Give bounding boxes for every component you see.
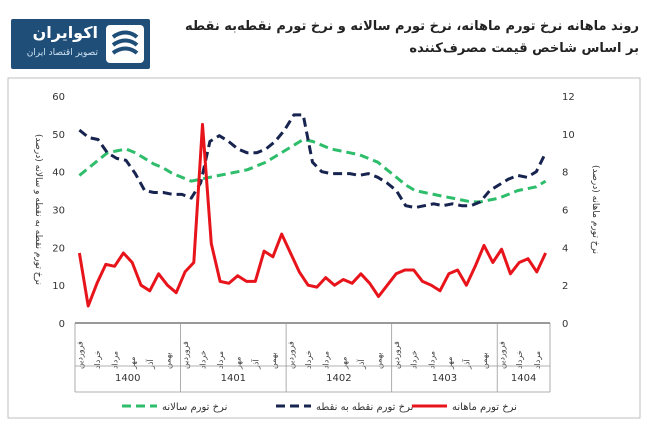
y-right-tick-label: 12 bbox=[562, 92, 575, 103]
y-left-tick-label: 0 bbox=[59, 319, 65, 330]
y-right-tick-label: 10 bbox=[562, 130, 575, 141]
x-year-label: 1404 bbox=[511, 373, 536, 384]
y-left-tick-label: 40 bbox=[52, 168, 65, 179]
x-month-label: مهر bbox=[128, 357, 137, 370]
chart-title-line-2: بر اساس شاخص قیمت مصرف‌کننده bbox=[409, 41, 639, 56]
legend-label: نرخ تورم نقطه به نقطه bbox=[316, 402, 413, 413]
y-left-tick-label: 50 bbox=[52, 130, 65, 141]
chart-title: روند ماهانه نرخ تورم ماهانه، نرخ تورم سا… bbox=[169, 16, 639, 60]
x-month-label: فروردین bbox=[287, 341, 296, 369]
x-month-label: خرداد bbox=[93, 350, 102, 369]
x-month-label: آذر bbox=[461, 359, 471, 370]
point-inflation-line bbox=[78, 113, 547, 210]
x-month-label: بهمن bbox=[163, 352, 172, 369]
y-left-tick-label: 30 bbox=[52, 206, 65, 217]
legend-label: نرخ تورم سالانه bbox=[162, 402, 227, 413]
x-year-label: 1401 bbox=[221, 373, 246, 384]
x-month-label: خرداد bbox=[304, 350, 313, 369]
x-month-label: فروردین bbox=[392, 341, 401, 369]
x-month-label: مهر bbox=[234, 357, 243, 370]
brand-tagline: تصویر اقتصاد ایران bbox=[26, 48, 98, 58]
x-month-label: مرداد bbox=[216, 351, 225, 369]
y-right-tick-label: 0 bbox=[562, 319, 568, 330]
y-right-tick-label: 6 bbox=[562, 206, 568, 217]
x-month-label: خرداد bbox=[199, 350, 208, 369]
x-month-label: مرداد bbox=[322, 351, 331, 369]
x-month-label: فروردین bbox=[75, 341, 84, 369]
x-month-label: بهمن bbox=[480, 352, 489, 369]
brand-name: اکوایران bbox=[32, 23, 98, 42]
brand-logo: اکوایران تصویر اقتصاد ایران bbox=[11, 19, 150, 69]
x-year-label: 1402 bbox=[326, 373, 351, 384]
x-month-label: مرداد bbox=[427, 351, 436, 369]
annual-inflation-line bbox=[78, 138, 547, 204]
x-month-label: آذر bbox=[145, 359, 155, 370]
x-month-label: مرداد bbox=[111, 351, 120, 369]
x-year-label: 1400 bbox=[115, 373, 140, 384]
y-left-tick-label: 60 bbox=[52, 92, 65, 103]
x-month-label: بهمن bbox=[269, 352, 278, 369]
x-month-label: بهمن bbox=[374, 352, 383, 369]
x-month-label: فروردین bbox=[181, 341, 190, 369]
x-month-label: فروردین bbox=[498, 341, 507, 369]
y-left-tick-label: 20 bbox=[52, 243, 65, 254]
y-left-tick-label: 10 bbox=[52, 281, 65, 292]
chart-title-line-1: روند ماهانه نرخ تورم ماهانه، نرخ تورم سا… bbox=[184, 19, 639, 34]
x-month-label: مرداد bbox=[533, 351, 542, 369]
x-month-label: خرداد bbox=[410, 350, 419, 369]
chart-border bbox=[7, 77, 641, 419]
x-month-label: مهر bbox=[339, 357, 348, 370]
legend-label: نرخ تورم ماهانه bbox=[452, 402, 517, 413]
x-month-label: خرداد bbox=[515, 350, 524, 369]
x-year-label: 1403 bbox=[432, 373, 457, 384]
x-month-label: آذر bbox=[356, 359, 366, 370]
y-right-tick-label: 2 bbox=[562, 281, 568, 292]
monthly-inflation-line bbox=[77, 122, 547, 308]
y-left-axis-label: نرخ تورم نقطه به نقطه و سالانه (درصد) bbox=[33, 134, 43, 285]
x-month-label: مهر bbox=[445, 357, 454, 370]
brand-mark-icon bbox=[106, 25, 144, 63]
x-month-label: آذر bbox=[250, 359, 260, 370]
y-right-axis-label: نرخ تورم ماهانه (درصد) bbox=[590, 165, 600, 254]
y-right-tick-label: 4 bbox=[562, 243, 568, 254]
y-right-tick-label: 8 bbox=[562, 168, 568, 179]
